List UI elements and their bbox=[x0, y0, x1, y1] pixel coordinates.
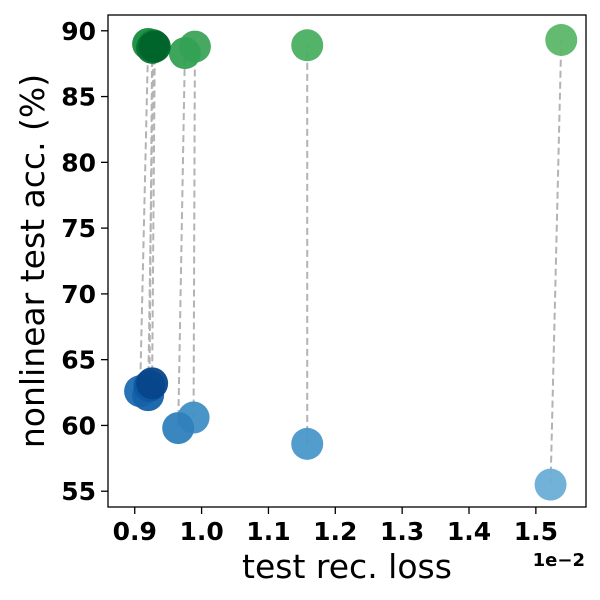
x-tick-label-6: 1.5 bbox=[514, 517, 558, 546]
y-tick-label-5: 80 bbox=[61, 148, 96, 177]
connector-line-6 bbox=[148, 47, 154, 386]
x-tick-label-2: 1.1 bbox=[246, 517, 290, 546]
connector-line-3 bbox=[177, 53, 186, 429]
connector-line-0 bbox=[549, 39, 563, 485]
y-axis-label: nonlinear test acc. (%) bbox=[13, 74, 52, 448]
y-tick-label-6: 85 bbox=[61, 83, 96, 112]
blue-point-7 bbox=[136, 367, 169, 400]
blue-point-1 bbox=[291, 427, 324, 460]
x-axis-offset-label: 1e−2 bbox=[533, 550, 585, 571]
y-tick-label-7: 90 bbox=[61, 17, 96, 46]
green-point-3 bbox=[168, 37, 201, 70]
green-point-1 bbox=[291, 29, 324, 62]
x-axis-label: test rec. loss bbox=[242, 547, 452, 586]
x-tick-label-1: 1.0 bbox=[179, 517, 223, 546]
connector-line-4 bbox=[139, 43, 150, 392]
y-tick-label-4: 75 bbox=[61, 214, 96, 243]
x-tick-label-3: 1.2 bbox=[313, 517, 357, 546]
y-tick-label-2: 65 bbox=[61, 346, 96, 375]
y-tick-label-3: 70 bbox=[61, 280, 96, 309]
y-axis-ticks: 55 60 65 70 75 80 85 90 bbox=[61, 17, 108, 506]
x-axis-ticks: 0.9 1.0 1.1 1.2 1.3 1.4 1.5 bbox=[113, 507, 558, 546]
connector-line-2 bbox=[192, 46, 196, 418]
green-point-7 bbox=[138, 30, 171, 63]
connector-lines bbox=[139, 39, 563, 485]
data-points bbox=[124, 23, 578, 501]
connector-line-7 bbox=[151, 46, 156, 384]
blue-point-3 bbox=[162, 412, 195, 445]
x-tick-label-4: 1.3 bbox=[380, 517, 424, 546]
blue-point-0 bbox=[534, 468, 567, 501]
x-tick-label-5: 1.4 bbox=[447, 517, 491, 546]
plot-frame bbox=[107, 14, 587, 508]
green-point-0 bbox=[545, 23, 578, 56]
y-tick-label-0: 55 bbox=[61, 477, 96, 506]
x-tick-label-0: 0.9 bbox=[113, 517, 157, 546]
y-tick-label-1: 60 bbox=[61, 411, 96, 440]
